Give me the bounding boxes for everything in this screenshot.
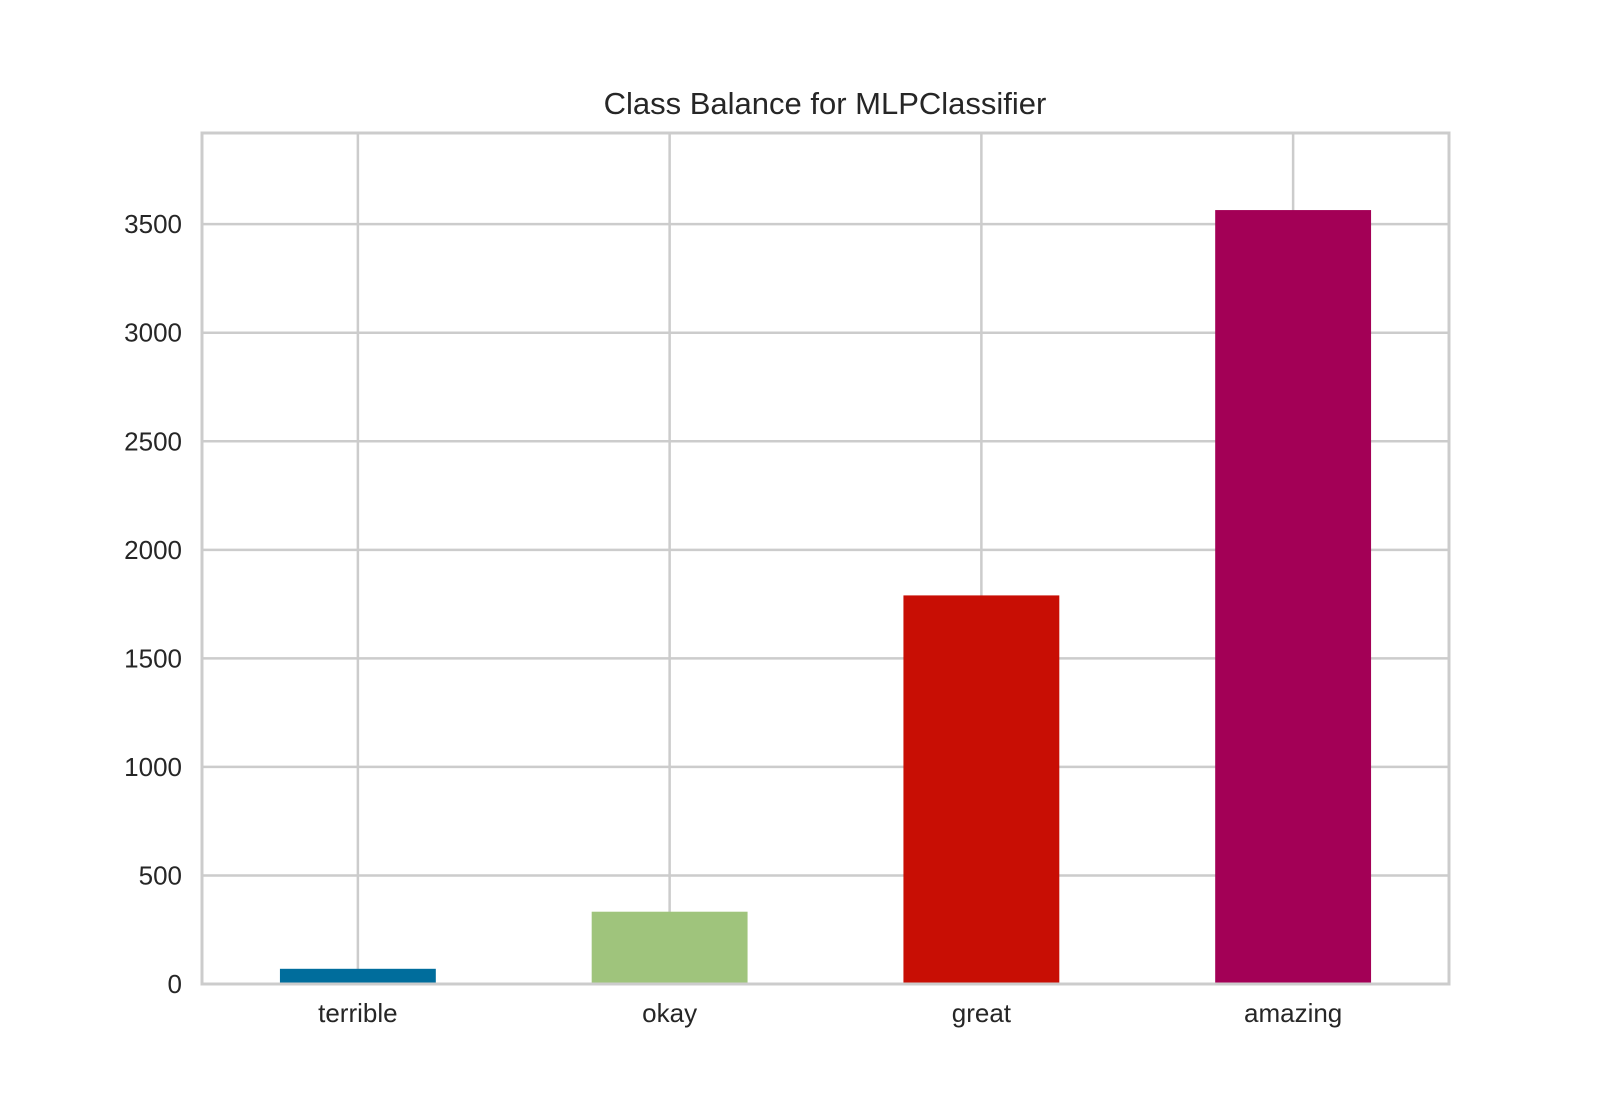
bar-layer bbox=[279, 210, 1372, 984]
y-axis-ticks: 0 500 1000 1500 2000 2500 3000 3500 bbox=[124, 209, 182, 999]
y-tick-label: 1000 bbox=[124, 752, 182, 782]
y-tick-label: 0 bbox=[168, 969, 182, 999]
plot-frame bbox=[200, 131, 1451, 986]
x-tick-label: terrible bbox=[318, 998, 397, 1028]
y-tick-label: 3500 bbox=[124, 209, 182, 239]
y-tick-label: 3000 bbox=[124, 318, 182, 348]
x-tick-label: great bbox=[952, 998, 1012, 1028]
bar-terrible bbox=[279, 968, 436, 984]
y-tick-label: 2500 bbox=[124, 426, 182, 456]
bar-okay bbox=[591, 911, 748, 984]
x-axis-ticks: terrible okay great amazing bbox=[318, 998, 1342, 1028]
chart-title: Class Balance for MLPClassifier bbox=[604, 86, 1047, 121]
y-tick-label: 1500 bbox=[124, 643, 182, 673]
y-tick-label: 500 bbox=[139, 860, 182, 890]
bar-great bbox=[903, 595, 1060, 984]
x-tick-label: okay bbox=[642, 998, 697, 1028]
x-tick-label: amazing bbox=[1244, 998, 1342, 1028]
y-tick-label: 2000 bbox=[124, 535, 182, 565]
bar-amazing bbox=[1215, 210, 1372, 984]
